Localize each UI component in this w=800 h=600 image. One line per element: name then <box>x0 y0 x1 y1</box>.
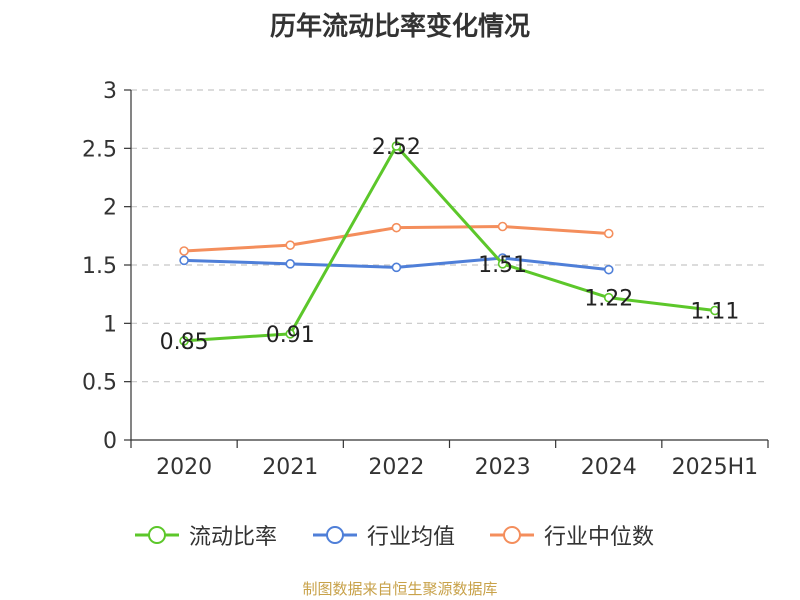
chart-title: 历年流动比率变化情况 <box>269 12 530 42</box>
data-point-industry-median <box>603 228 614 239</box>
data-point-industry-mean <box>603 264 614 275</box>
legend-item-industry-mean[interactable]: 行业均值 <box>311 520 455 550</box>
y-tick-label: 1.5 <box>82 254 117 279</box>
y-tick-label: 2 <box>103 196 117 221</box>
data-label: 1.22 <box>584 287 633 312</box>
data-point-industry-median <box>179 246 189 256</box>
data-point-industry-mean <box>285 259 296 269</box>
data-point-industry-mean <box>391 262 402 273</box>
legend-item-current-ratio[interactable]: 流动比率 <box>133 520 277 550</box>
data-point-industry-median <box>497 221 508 232</box>
data-point-current-ratio <box>710 305 720 316</box>
y-tick-label: 0.5 <box>82 371 117 396</box>
series-lines <box>179 141 720 346</box>
data-label: 0.91 <box>266 323 315 348</box>
x-tick-label: 2024 <box>581 455 637 480</box>
x-tick-label: 2020 <box>156 455 212 480</box>
legend-label-industry-mean: 行业均值 <box>367 525 456 550</box>
grid-lines <box>131 89 768 383</box>
data-label: 0.85 <box>160 330 209 355</box>
data-point-current-ratio <box>603 292 614 303</box>
data-point-industry-median <box>285 240 296 250</box>
data-point-industry-median <box>391 222 402 233</box>
data-labels: 0.85 0.91 2.52 1.51 1.22 1.11 <box>160 135 740 355</box>
x-tick-label: 2025H1 <box>672 455 759 480</box>
x-tick-label: 2021 <box>262 455 318 480</box>
y-tick-label: 3 <box>103 79 117 104</box>
legend-marker-industry-median <box>490 526 534 544</box>
y-tick-label: 1 <box>103 312 117 337</box>
legend-marker-current-ratio <box>135 526 179 544</box>
y-tick-label: 2.5 <box>82 137 117 162</box>
data-point-current-ratio <box>285 329 296 339</box>
series-line-current-ratio <box>183 144 716 343</box>
legend-label-industry-median: 行业中位数 <box>544 525 655 550</box>
source-note: 制图数据来自恒生聚源数据库 <box>302 580 498 598</box>
data-point-current-ratio <box>497 259 508 269</box>
data-point-current-ratio <box>179 336 189 346</box>
x-tick-label: 2023 <box>475 455 531 480</box>
x-tick-label: 2022 <box>368 455 424 480</box>
legend-marker-industry-mean <box>313 526 357 544</box>
data-point-current-ratio <box>391 141 402 151</box>
legend-item-industry-median[interactable]: 行业中位数 <box>488 520 654 550</box>
axes: 0 0.5 1 1.5 2 2.5 3 2020 2021 2022 2023 2024 2025H1 <box>82 79 769 480</box>
data-label: 1.11 <box>690 300 739 325</box>
data-label: 2.52 <box>372 135 421 160</box>
y-tick-label: 0 <box>103 429 117 454</box>
data-point-industry-mean <box>179 255 189 266</box>
data-label: 1.51 <box>478 253 527 278</box>
legend-label-current-ratio: 流动比率 <box>189 525 278 550</box>
